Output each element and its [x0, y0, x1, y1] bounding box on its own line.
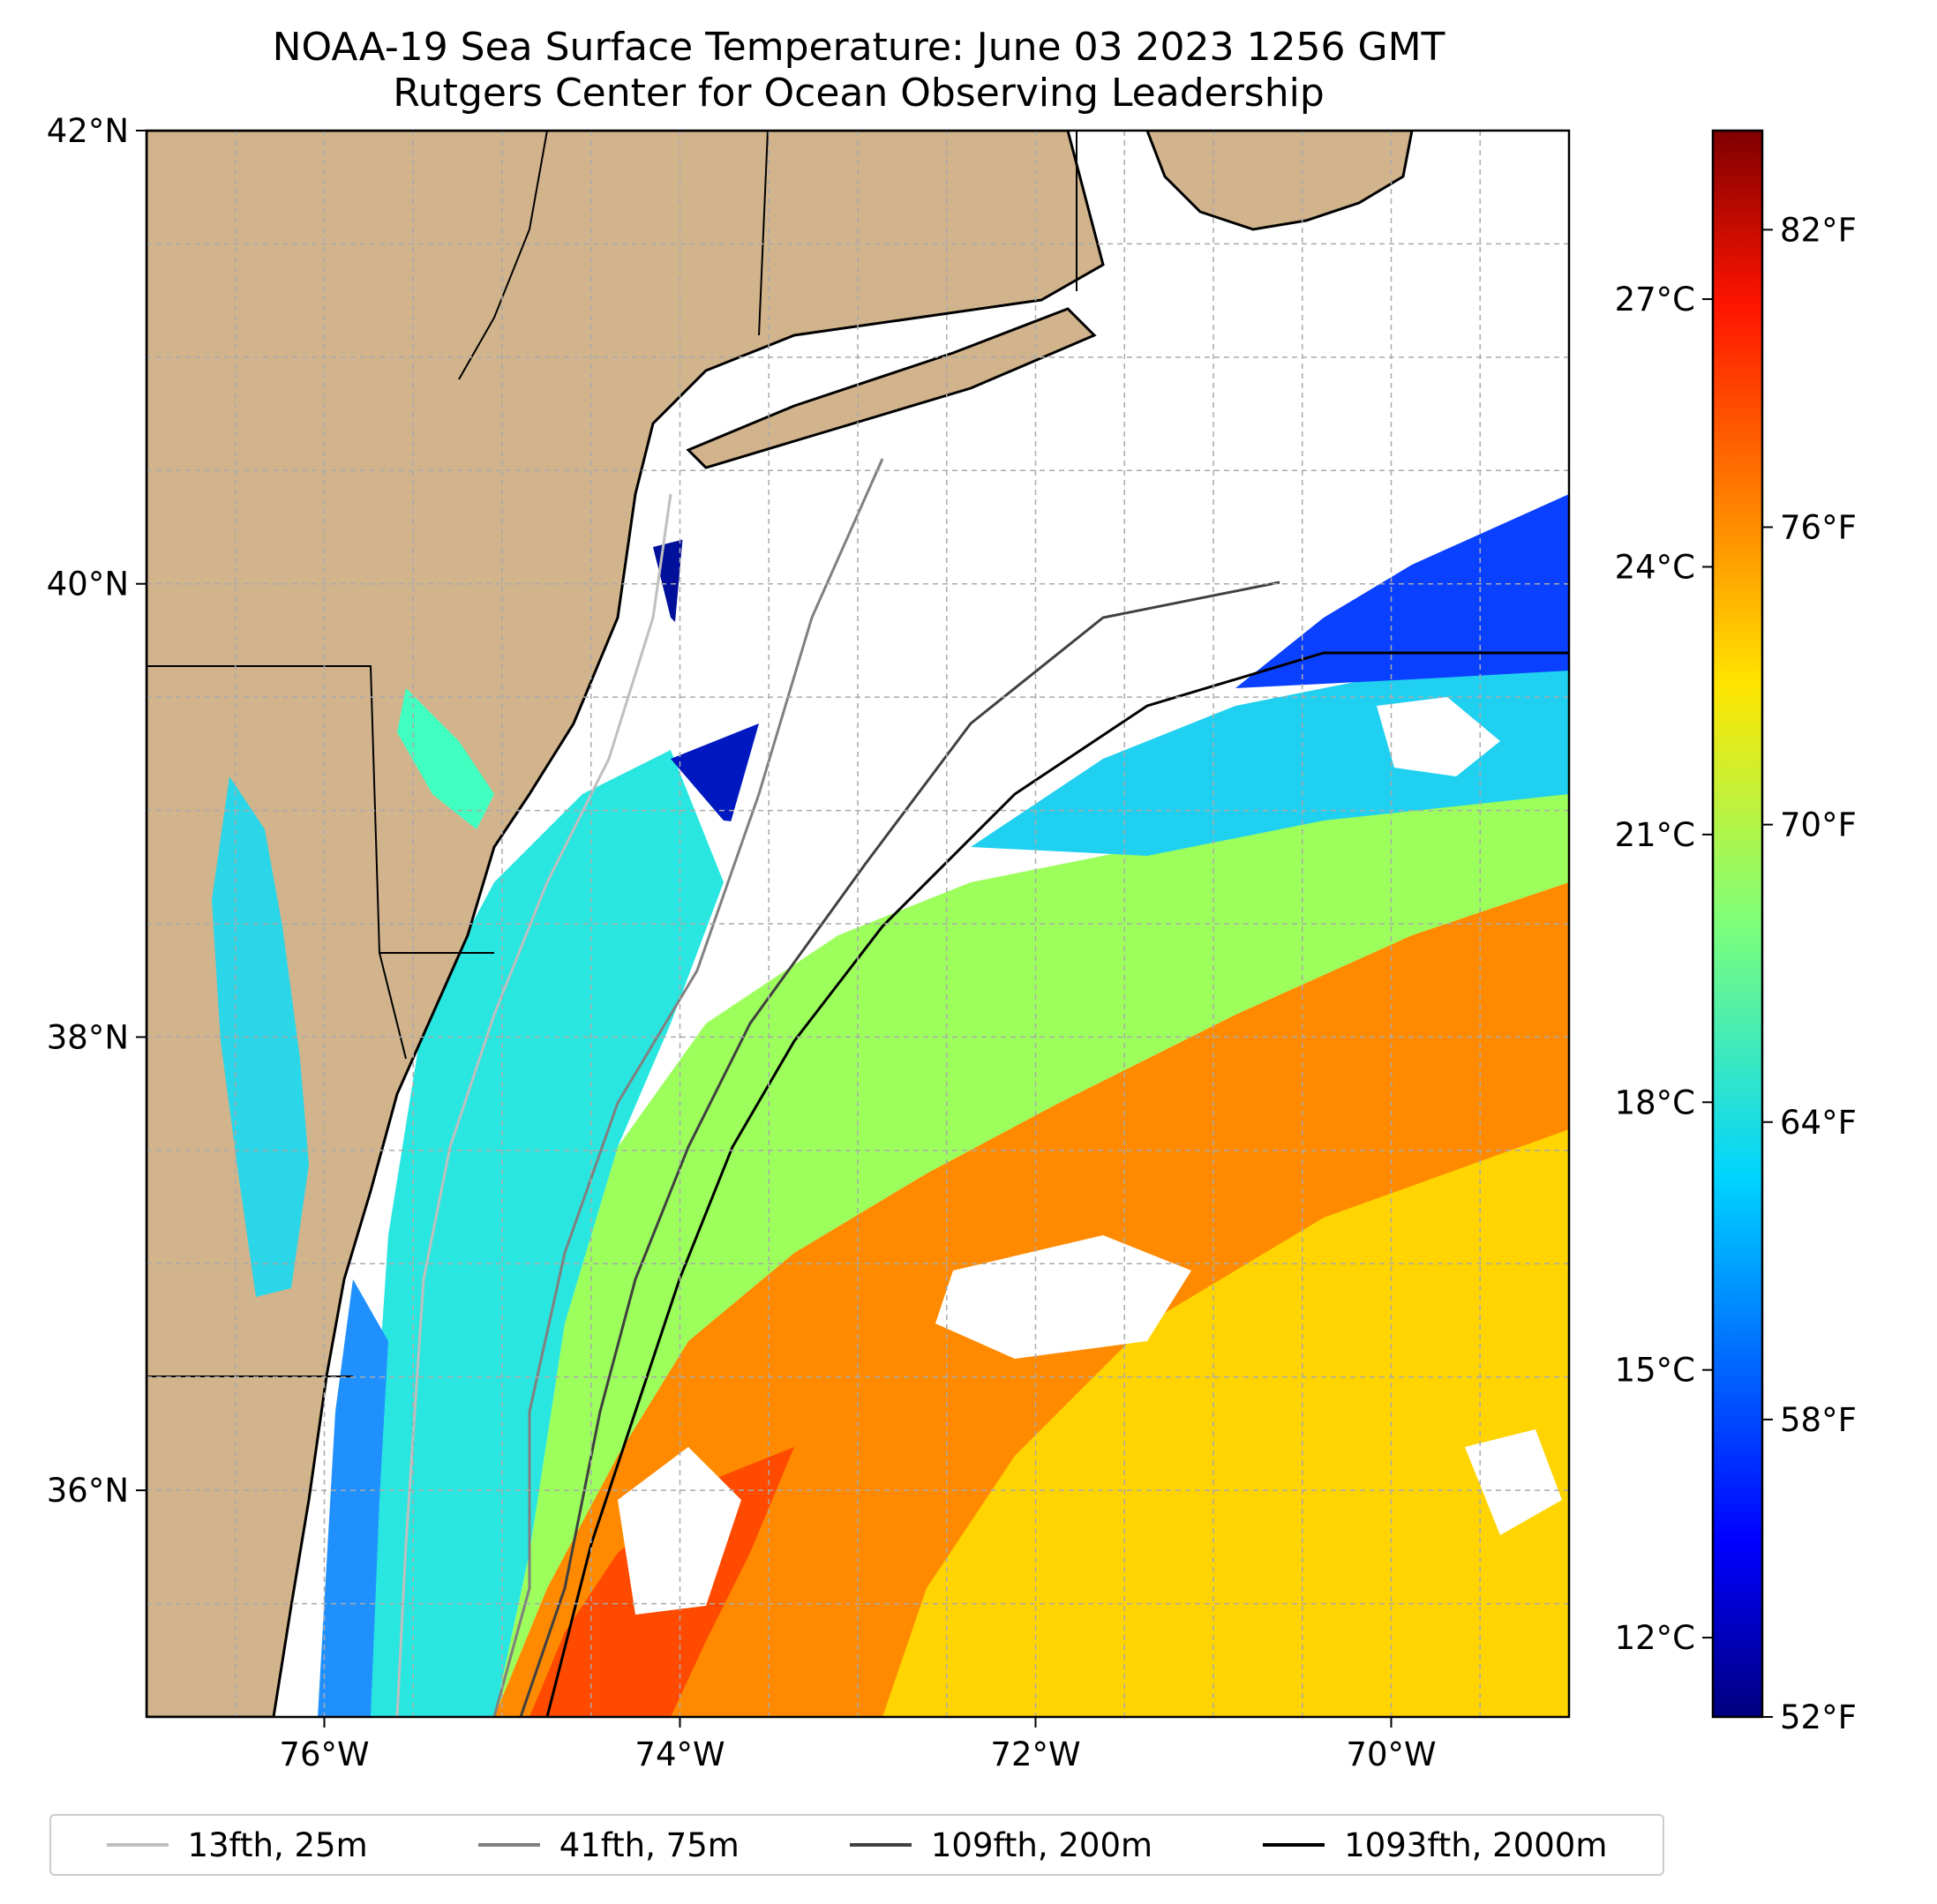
lon-tick-label: 72°W	[990, 1735, 1080, 1773]
legend-item: 1093fth, 2000m	[1263, 1826, 1607, 1864]
lon-tick-label: 76°W	[279, 1735, 369, 1773]
sst-band-cyan-shelf	[353, 750, 724, 1717]
colorbar	[1711, 129, 1764, 1719]
lat-tick-label: 36°N	[47, 1472, 129, 1510]
fahrenheit-tick-label: 58°F	[1780, 1401, 1857, 1439]
sst-band-blue-cape	[318, 1279, 388, 1717]
celsius-tick-label: 27°C	[1615, 281, 1695, 319]
map-frame	[145, 129, 1571, 1719]
legend-line-swatch	[849, 1843, 912, 1847]
legend-line-swatch	[106, 1843, 169, 1847]
cloud-patch-ne	[671, 397, 1569, 882]
fahrenheit-tick-label: 52°F	[1780, 1698, 1857, 1736]
sst-band-green	[494, 776, 1569, 1717]
fahrenheit-tick-label: 76°F	[1780, 509, 1857, 547]
fahrenheit-tick-label: 82°F	[1780, 211, 1857, 249]
lat-tick-label: 42°N	[47, 112, 129, 150]
map-area	[146, 131, 1569, 1717]
state-borders	[146, 131, 1077, 1377]
lat-tick-label: 40°N	[47, 566, 129, 603]
celsius-tick-label: 12°C	[1615, 1619, 1695, 1657]
chart-subtitle: Rutgers Center for Ocean Observing Leade…	[393, 71, 1325, 116]
isobath-legend: 13fth, 25m 41fth, 75m 109fth, 200m 1093f…	[49, 1814, 1664, 1876]
map-gridlines	[146, 131, 1569, 1717]
legend-line-swatch	[477, 1843, 540, 1847]
isobath-2000m	[545, 651, 1569, 1717]
legend-line-swatch	[1263, 1843, 1325, 1847]
land-long-island	[686, 307, 1097, 469]
fahrenheit-tick-label: 70°F	[1780, 806, 1857, 844]
isobath-200m	[519, 581, 1280, 1717]
isobath-25m	[395, 493, 672, 1717]
cloud-patch-east	[1377, 697, 1500, 776]
celsius-tick-label: 21°C	[1615, 816, 1695, 854]
legend-item: 41fth, 75m	[477, 1825, 740, 1864]
celsius-tick-label: 15°C	[1615, 1352, 1695, 1390]
lon-tick-label: 70°W	[1346, 1735, 1436, 1773]
land-mainland	[146, 131, 1105, 1717]
fahrenheit-tick-label: 64°F	[1780, 1104, 1857, 1142]
chart-title: NOAA-19 Sea Surface Temperature: June 03…	[272, 25, 1445, 70]
legend-label: 41fth, 75m	[559, 1825, 740, 1864]
map-axes: 76°W 74°W 72°W 70°W 42°N 40°N 38°N 36°N	[47, 112, 1437, 1773]
sst-band-blue-north	[1235, 494, 1569, 688]
isobath-contours	[395, 458, 1569, 1717]
lon-tick-label: 74°W	[634, 1735, 724, 1773]
colorbar-axes: 52°F 58°F 64°F 70°F 76°F 82°F 12°C 15°C 18°C 21°C…	[1615, 211, 1857, 1736]
celsius-tick-label: 18°C	[1615, 1083, 1695, 1121]
legend-item: 13fth, 25m	[106, 1825, 368, 1864]
celsius-tick-label: 24°C	[1615, 548, 1695, 586]
cloud-patch-sw	[1465, 1429, 1562, 1535]
delaware-bay	[397, 688, 494, 829]
legend-label: 13fth, 25m	[187, 1825, 368, 1864]
isobath-75m	[492, 458, 884, 1717]
chesapeake-bay	[212, 776, 309, 1297]
lat-tick-label: 38°N	[47, 1018, 129, 1056]
legend-item: 109fth, 200m	[849, 1825, 1153, 1864]
cloud-patch-se	[935, 1235, 1191, 1359]
sst-band-yellow	[882, 1129, 1569, 1717]
legend-label: 109fth, 200m	[930, 1825, 1153, 1864]
legend-label: 1093fth, 2000m	[1344, 1825, 1608, 1864]
